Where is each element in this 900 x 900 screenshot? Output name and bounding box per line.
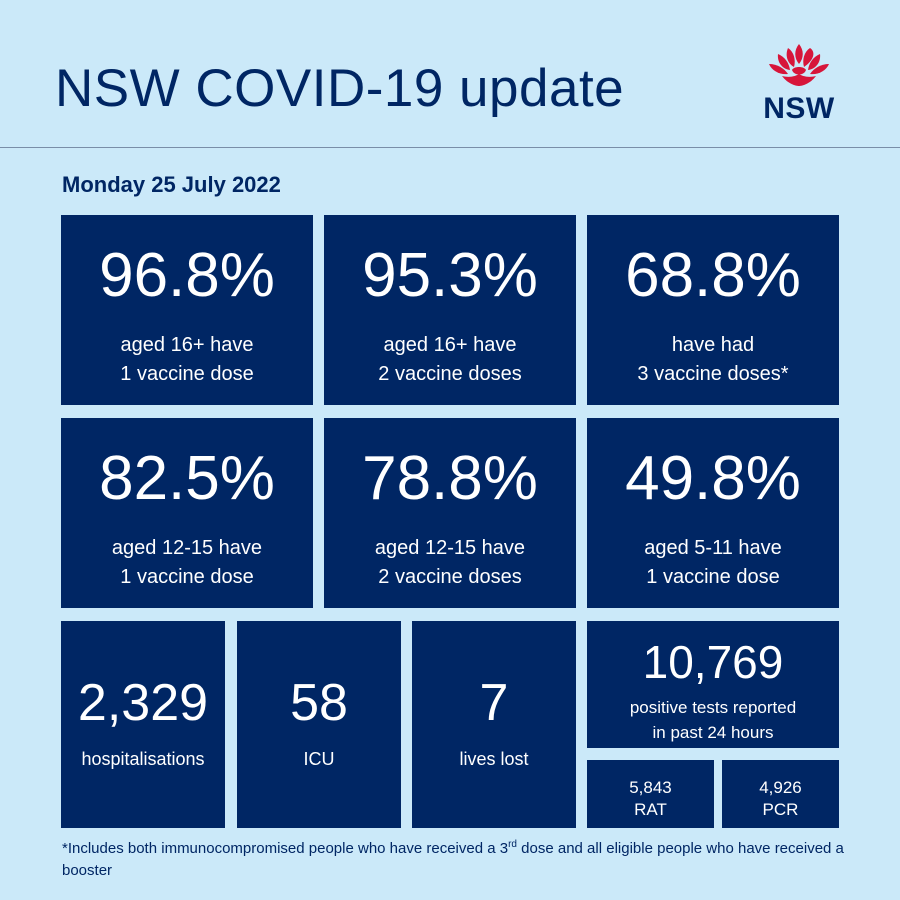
icu-count: 58 <box>290 674 348 732</box>
vaccine-caption: aged 12-15 have 2 vaccine doses <box>374 537 526 588</box>
icu-label: ICU <box>303 749 335 769</box>
rat-count: 5,843 <box>629 778 672 797</box>
icu-tile: 58 ICU <box>237 621 401 828</box>
vaccine-tile: 49.8% aged 5-11 have 1 vaccine dose <box>587 418 839 608</box>
nsw-logo: NSW <box>756 40 846 125</box>
hospitalisations-count: 2,329 <box>77 674 209 732</box>
positive-tests-count: 10,769 <box>642 636 784 688</box>
vaccine-tile: 82.5% aged 12-15 have 1 vaccine dose <box>61 418 313 608</box>
deaths-label: lives lost <box>459 749 529 769</box>
report-date: Monday 25 July 2022 <box>62 172 281 197</box>
positive-tests-caption: positive tests reported in past 24 hours <box>629 698 797 742</box>
vaccine-caption: aged 12-15 have 1 vaccine dose <box>111 537 263 588</box>
pcr-count: 4,926 <box>759 778 802 797</box>
vaccine-tile: 96.8% aged 16+ have 1 vaccine dose <box>61 215 313 405</box>
positive-tests-tile: 10,769 positive tests reported in past 2… <box>587 621 839 748</box>
vaccine-caption: aged 5-11 have 1 vaccine dose <box>644 537 782 588</box>
rat-label: RAT <box>634 800 667 819</box>
vaccine-tile: 68.8% have had 3 vaccine doses* <box>587 215 839 405</box>
vaccine-rate: 96.8% <box>99 241 275 310</box>
pcr-label: PCR <box>762 800 799 819</box>
vaccine-rate: 95.3% <box>362 241 538 310</box>
rat-tile: 5,843 RAT <box>587 760 714 828</box>
vaccine-tile: 95.3% aged 16+ have 2 vaccine doses <box>324 215 576 405</box>
vaccine-caption: have had 3 vaccine doses* <box>637 334 789 385</box>
vaccine-caption: aged 16+ have 1 vaccine dose <box>120 334 254 385</box>
vaccine-rate: 49.8% <box>625 444 801 513</box>
pcr-tile: 4,926 PCR <box>722 760 839 828</box>
logo-text: NSW <box>763 92 835 125</box>
vaccine-rate: 68.8% <box>625 241 801 310</box>
hospitalisations-tile: 2,329 hospitalisations <box>61 621 225 828</box>
deaths-tile: 7 lives lost <box>412 621 576 828</box>
hospitalisations-label: hospitalisations <box>81 749 205 769</box>
vaccine-rate: 78.8% <box>362 444 538 513</box>
waratah-flower-icon <box>769 44 829 86</box>
deaths-count: 7 <box>479 674 509 732</box>
footnote: *Includes both immunocompromised people … <box>62 839 844 880</box>
vaccine-rate: 82.5% <box>99 444 275 513</box>
vaccine-tile: 78.8% aged 12-15 have 2 vaccine doses <box>324 418 576 608</box>
header: NSW COVID-19 update NSW <box>0 0 900 148</box>
vaccine-caption: aged 16+ have 2 vaccine doses <box>378 334 522 385</box>
page-title: NSW COVID-19 update <box>55 59 625 118</box>
